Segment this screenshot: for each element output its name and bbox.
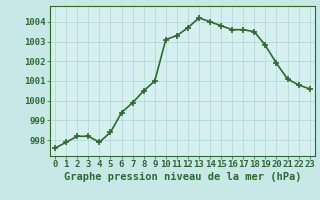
X-axis label: Graphe pression niveau de la mer (hPa): Graphe pression niveau de la mer (hPa) — [64, 172, 301, 182]
